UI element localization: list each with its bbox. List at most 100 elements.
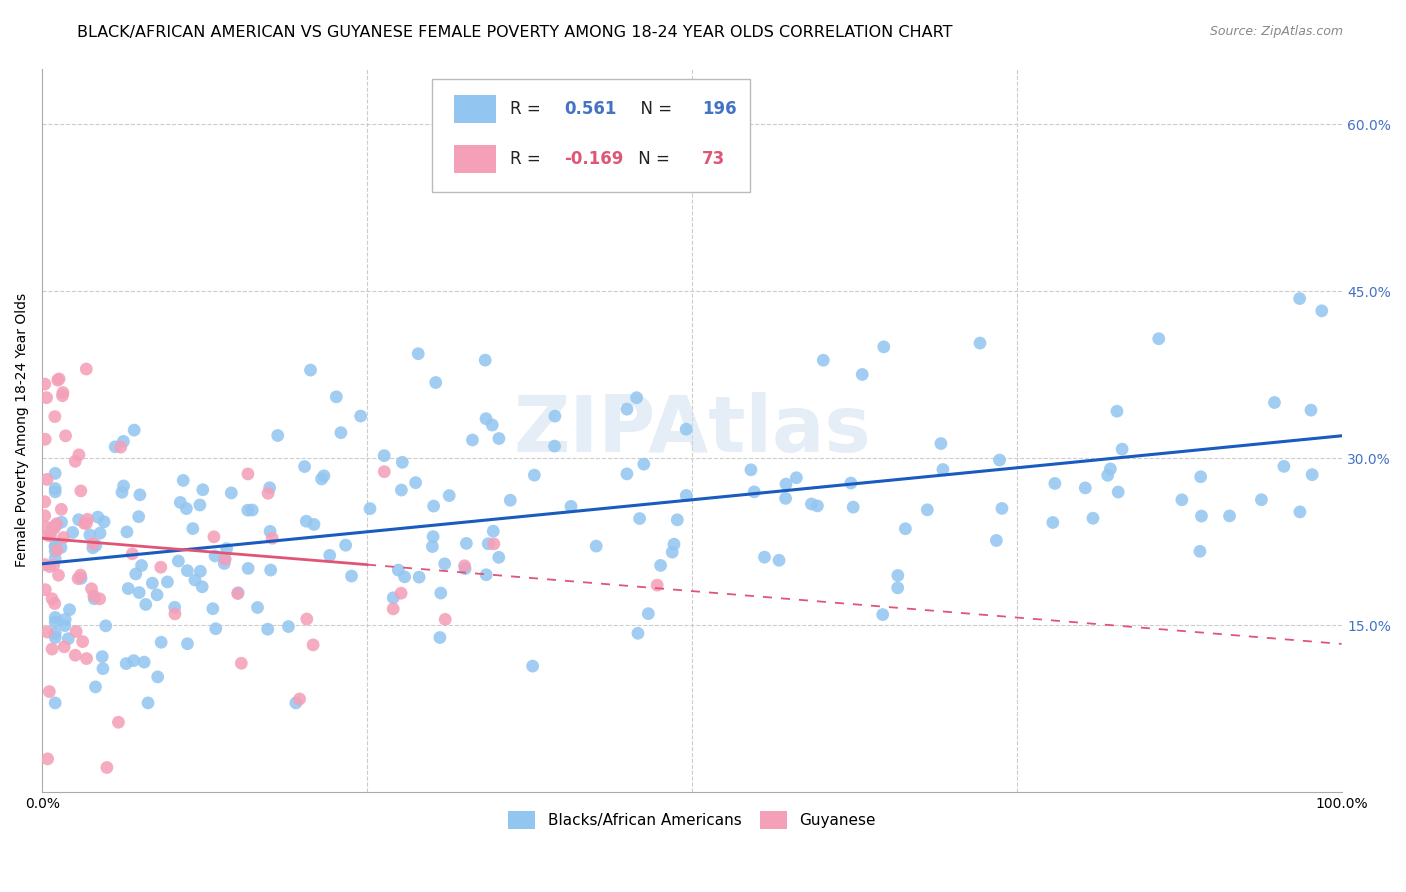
Point <box>204 549 226 563</box>
Point <box>260 563 283 577</box>
Point <box>214 557 236 571</box>
Point <box>238 561 260 575</box>
Point <box>917 503 939 517</box>
Point <box>51 389 73 403</box>
Point <box>236 467 259 481</box>
Point <box>44 467 66 481</box>
Point <box>1081 511 1104 525</box>
Point <box>53 640 76 654</box>
Point <box>302 517 325 532</box>
Point <box>299 363 322 377</box>
Point <box>39 528 62 542</box>
Point <box>38 684 60 698</box>
Point <box>204 622 226 636</box>
Point <box>226 586 249 600</box>
Point <box>408 570 430 584</box>
Point <box>107 715 129 730</box>
Y-axis label: Female Poverty Among 18-24 Year Olds: Female Poverty Among 18-24 Year Olds <box>15 293 30 567</box>
Point <box>454 562 477 576</box>
Point <box>201 601 224 615</box>
Text: BLACK/AFRICAN AMERICAN VS GUYANESE FEMALE POVERTY AMONG 18-24 YEAR OLDS CORRELAT: BLACK/AFRICAN AMERICAN VS GUYANESE FEMAL… <box>77 25 953 40</box>
Point <box>51 502 73 516</box>
Point <box>62 525 84 540</box>
Point <box>53 618 76 632</box>
Point <box>44 631 66 645</box>
Point <box>477 537 499 551</box>
Point <box>475 411 498 425</box>
Point <box>37 624 59 639</box>
Point <box>295 514 318 528</box>
Point <box>69 483 91 498</box>
Point <box>439 489 461 503</box>
Point <box>176 564 198 578</box>
Point <box>259 481 281 495</box>
Point <box>112 479 135 493</box>
Point <box>616 402 638 417</box>
Text: ZIPAtlas: ZIPAtlas <box>513 392 870 468</box>
Point <box>84 680 107 694</box>
Point <box>84 538 107 552</box>
Point <box>813 353 835 368</box>
Point <box>475 567 498 582</box>
Point <box>34 508 56 523</box>
Point <box>53 612 76 626</box>
Point <box>267 428 290 442</box>
Point <box>389 483 412 497</box>
Point <box>382 602 405 616</box>
Point <box>75 516 97 531</box>
Point <box>425 376 447 390</box>
Point <box>929 436 952 450</box>
Point <box>645 578 668 592</box>
Point <box>628 511 651 525</box>
Point <box>111 485 134 500</box>
Point <box>214 551 236 566</box>
Point <box>481 417 503 432</box>
Point <box>1171 492 1194 507</box>
Text: 196: 196 <box>702 100 737 118</box>
Point <box>257 486 280 500</box>
Point <box>96 760 118 774</box>
Point <box>325 390 347 404</box>
Point <box>135 598 157 612</box>
Point <box>422 530 444 544</box>
Point <box>806 499 828 513</box>
Point <box>488 550 510 565</box>
Point <box>1188 544 1211 558</box>
Point <box>141 576 163 591</box>
Point <box>433 557 456 571</box>
Point <box>34 494 56 508</box>
Point <box>163 600 186 615</box>
Point <box>44 626 66 640</box>
Point <box>51 515 73 529</box>
Point <box>72 634 94 648</box>
Point <box>65 624 87 639</box>
Point <box>184 573 207 587</box>
Point <box>44 615 66 629</box>
Point <box>45 518 67 533</box>
Point <box>988 453 1011 467</box>
Point <box>136 696 159 710</box>
Point <box>73 516 96 531</box>
Text: Source: ZipAtlas.com: Source: ZipAtlas.com <box>1209 25 1343 38</box>
Point <box>768 553 790 567</box>
Point <box>69 568 91 582</box>
Point <box>52 385 75 400</box>
Point <box>434 612 457 626</box>
Point <box>115 657 138 671</box>
Point <box>79 528 101 542</box>
Point <box>80 582 103 596</box>
FancyBboxPatch shape <box>454 95 496 123</box>
Point <box>1250 492 1272 507</box>
Point <box>394 570 416 584</box>
Point <box>35 391 58 405</box>
Point <box>41 642 63 657</box>
Point <box>1301 467 1323 482</box>
Text: -0.169: -0.169 <box>565 150 624 168</box>
Point <box>83 589 105 603</box>
Point <box>543 439 565 453</box>
Point <box>42 558 65 572</box>
Point <box>675 488 697 502</box>
Point <box>775 491 797 506</box>
Point <box>91 662 114 676</box>
Point <box>633 457 655 471</box>
